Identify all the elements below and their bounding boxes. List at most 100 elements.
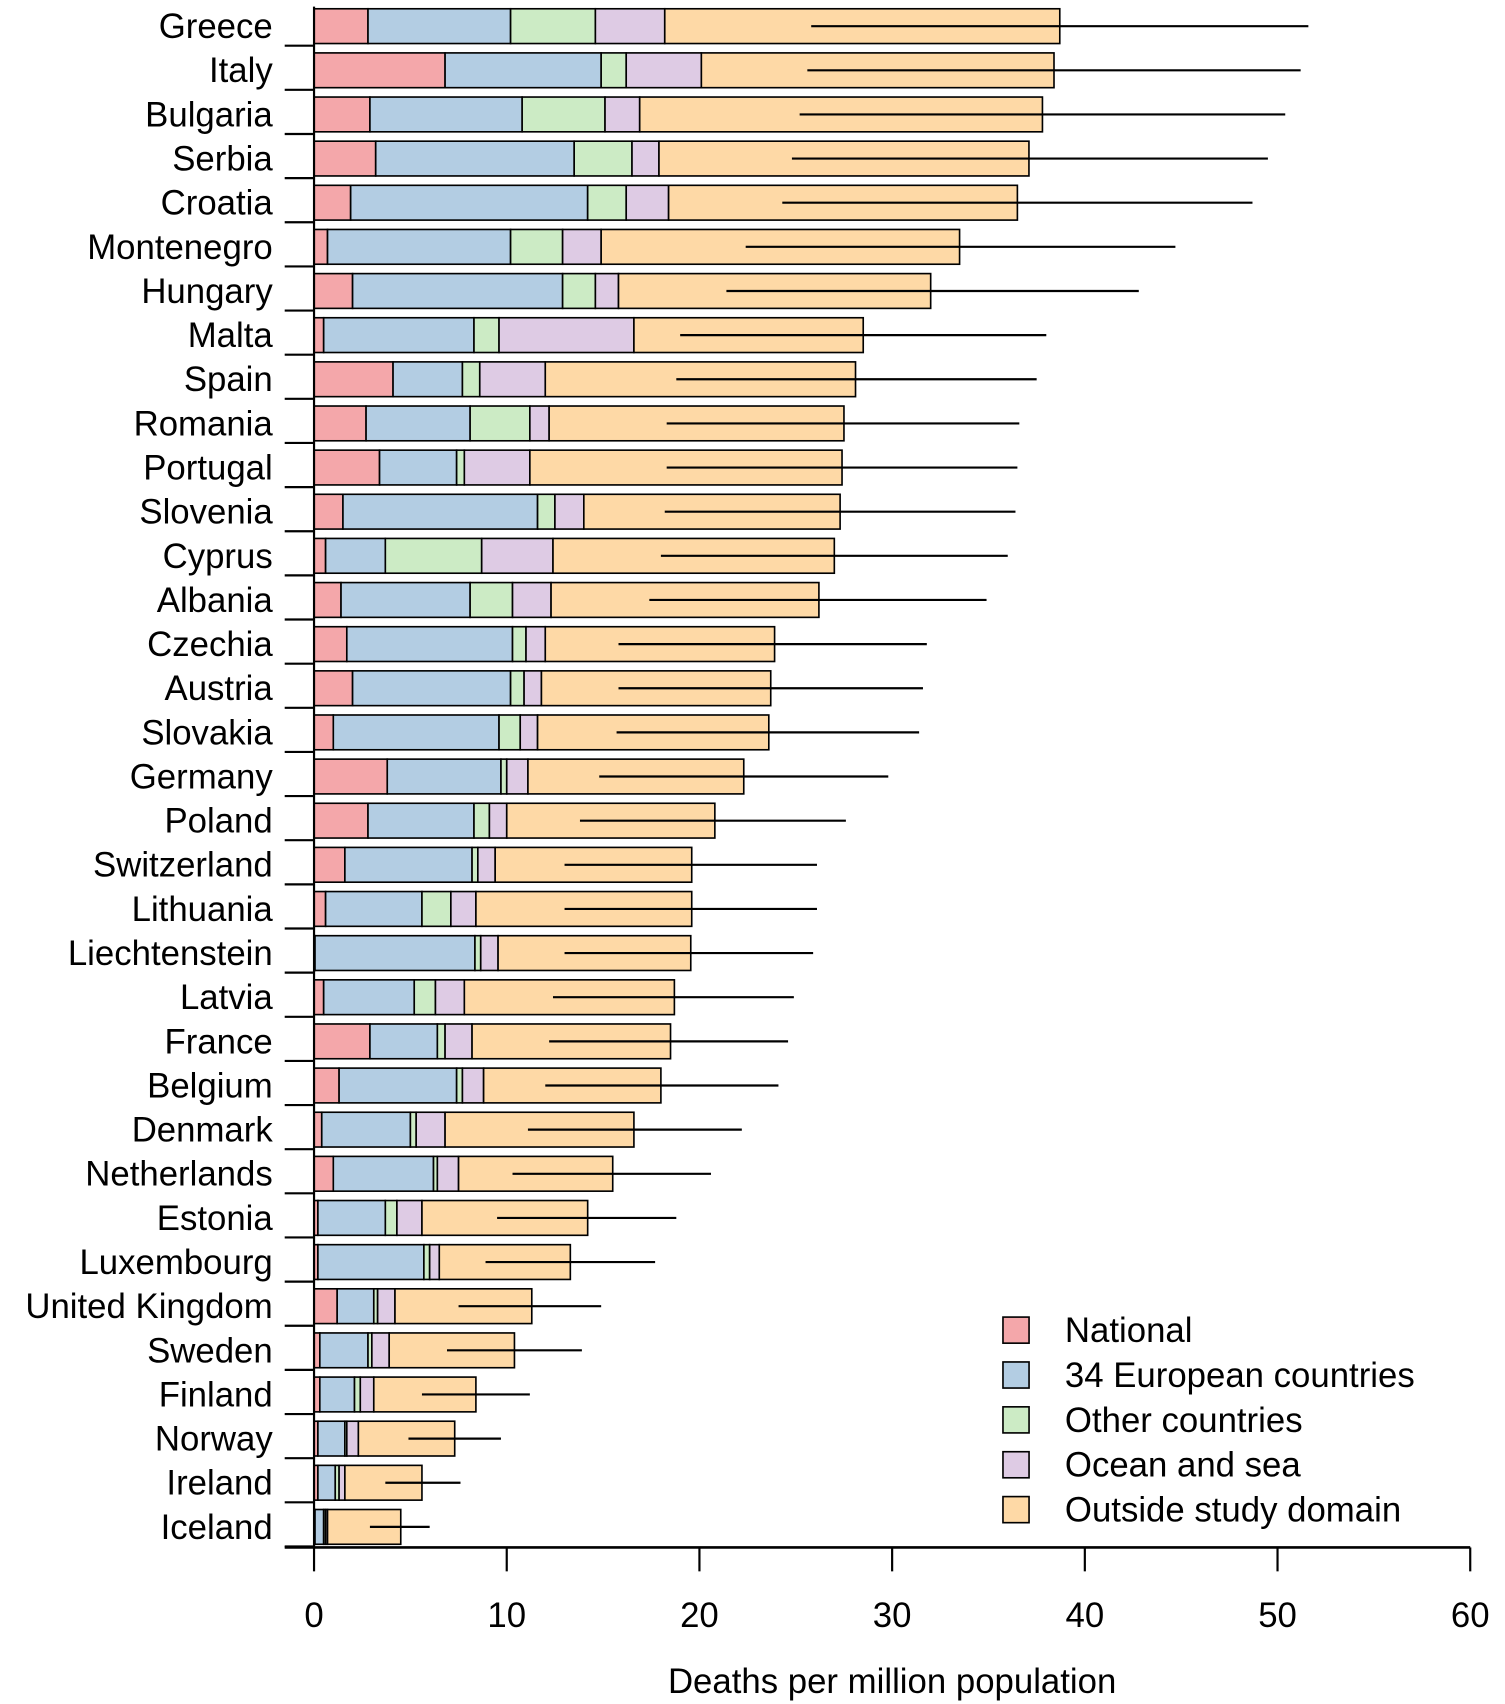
bar-segment <box>332 714 500 751</box>
x-tick-label: 60 <box>1451 1597 1490 1635</box>
legend-label: 34 European countries <box>1065 1357 1415 1395</box>
bar-segment <box>473 802 491 839</box>
bar-segment <box>474 934 482 972</box>
bar-segment <box>313 890 327 928</box>
category-label: Denmark <box>132 1112 274 1150</box>
category-label: Albania <box>157 582 274 620</box>
category-label: Slovenia <box>139 494 273 532</box>
axes-layer: Greece Italy Bulgaria Serbia Croatia Monteneg… <box>25 6 1490 1635</box>
bar-segment <box>313 52 446 89</box>
bar-segment <box>317 1464 337 1501</box>
bar-segment <box>480 537 554 575</box>
category-label: United Kingdom <box>25 1288 272 1326</box>
bar-segment <box>313 7 369 45</box>
bar-segment <box>336 1287 375 1325</box>
legend-label: Ocean and sea <box>1065 1447 1301 1485</box>
bar-segment <box>369 1023 439 1060</box>
bar-segment <box>498 316 635 354</box>
bar-segment <box>371 1332 391 1369</box>
bar-segment <box>561 228 602 266</box>
bar-segment <box>409 1111 417 1148</box>
bar-segment <box>521 96 606 133</box>
x-tick-label: 20 <box>680 1597 719 1635</box>
category-label: Netherlands <box>85 1156 272 1194</box>
bar-segment <box>313 537 327 575</box>
bar-segment <box>351 670 512 707</box>
category-label: France <box>165 1023 273 1061</box>
bar-segment <box>455 1067 464 1104</box>
bar-segment <box>386 758 502 795</box>
bar-segment <box>338 1464 346 1501</box>
bar-segment <box>313 846 346 884</box>
bar-segment <box>313 272 354 310</box>
x-axis-label: Deaths per million population <box>668 1663 1116 1701</box>
bar-segment <box>317 1420 346 1457</box>
category-label: Luxembourg <box>79 1244 272 1282</box>
bar-segment <box>625 184 670 221</box>
bar-segment <box>313 1023 371 1060</box>
bar-segment <box>415 1111 446 1148</box>
bar-segment <box>324 537 387 575</box>
category-label: Iceland <box>161 1509 273 1547</box>
bar-segment <box>511 625 527 663</box>
bar-segment <box>421 890 452 928</box>
x-tick-label: 50 <box>1258 1597 1297 1635</box>
category-label: Romania <box>134 405 274 443</box>
category-label: Austria <box>165 670 274 708</box>
bar-segment <box>313 316 325 354</box>
bar-segment <box>313 449 381 486</box>
category-label: Lithuania <box>132 891 274 929</box>
bar-segment <box>536 493 556 530</box>
bar-segment <box>488 802 508 839</box>
bar-segment <box>519 714 539 751</box>
bar-segment <box>313 979 325 1016</box>
bar-segment <box>313 581 342 619</box>
bar-segment <box>378 449 458 486</box>
bar-segment <box>324 890 423 928</box>
bar-segment <box>450 890 477 928</box>
category-label: Ireland <box>166 1465 272 1503</box>
legend-swatch <box>1002 1450 1030 1479</box>
bar-segment <box>313 1287 338 1325</box>
category-label: Poland <box>164 803 272 841</box>
bar-segment <box>317 1243 425 1281</box>
bar-segment <box>396 1199 423 1237</box>
bar-segment <box>461 1067 485 1104</box>
bar-segment <box>338 1067 458 1104</box>
legend: National 34 European countries Other count… <box>1002 1312 1415 1530</box>
bar-segment <box>434 979 466 1016</box>
bar-segment <box>317 1199 387 1237</box>
category-label: Germany <box>130 758 274 796</box>
bar-segment <box>561 272 597 310</box>
bar-segment <box>322 979 416 1016</box>
legend-label: Other countries <box>1065 1402 1303 1440</box>
bar-segment <box>342 493 539 530</box>
bar-segment <box>423 1243 431 1281</box>
bar-segment <box>367 802 475 839</box>
bar-segment <box>500 758 508 795</box>
category-label: Cyprus <box>163 538 273 576</box>
bar-segment <box>594 7 666 45</box>
bar-segment <box>313 184 352 221</box>
category-label: Latvia <box>180 979 273 1017</box>
bar-segment <box>478 361 547 398</box>
bar-segment <box>600 52 628 89</box>
bar-segment <box>313 493 344 530</box>
bar-segment <box>477 846 496 884</box>
bar-segment <box>594 272 620 310</box>
bar-segment <box>313 670 354 707</box>
bar-segment <box>631 140 660 177</box>
bar-segment <box>314 934 476 972</box>
bar-segment <box>428 1243 441 1281</box>
bar-segment <box>374 140 575 177</box>
x-tick-label: 30 <box>873 1597 912 1635</box>
bar-segment <box>314 1508 325 1546</box>
bar-segment <box>554 493 585 530</box>
bar-segment <box>461 361 481 398</box>
bar-segment <box>384 1199 398 1237</box>
category-label: Montenegro <box>87 229 273 267</box>
bar-segment <box>529 405 550 442</box>
bar-segment <box>322 316 475 354</box>
legend-swatch <box>1002 1495 1030 1524</box>
